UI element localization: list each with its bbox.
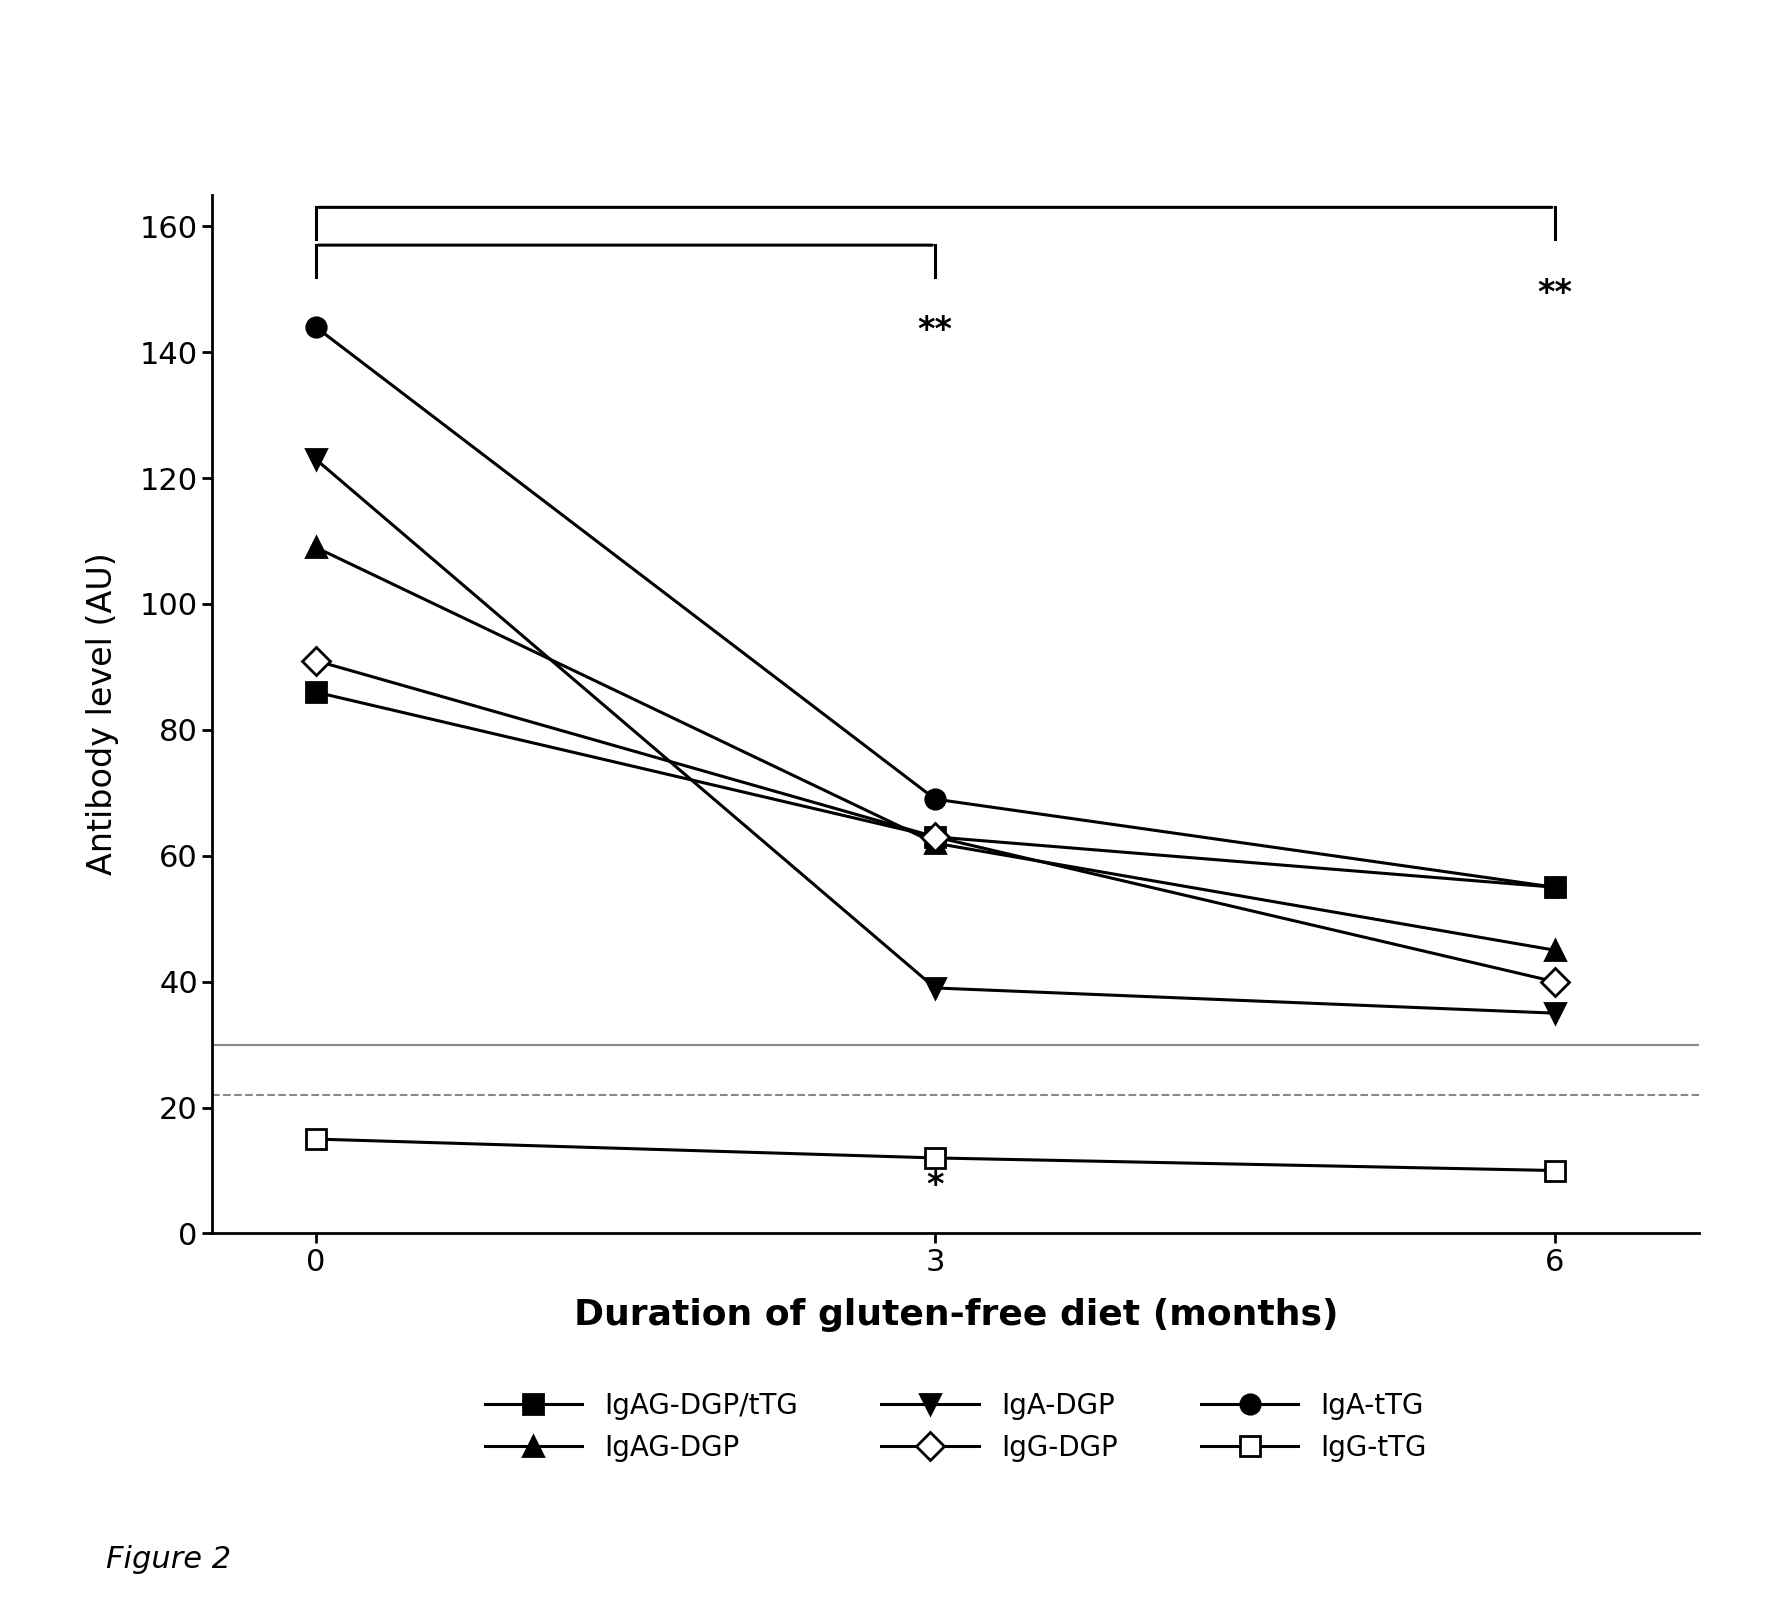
IgA-DGP [304,450,326,469]
IgAG-DGP/tTG [1543,878,1565,898]
IgAG-DGP [924,834,945,854]
IgAG-DGP [304,537,326,557]
IgG-tTG [924,1147,945,1167]
IgG-DGP [304,651,326,670]
IgG-DGP [1543,972,1565,992]
Line: IgG-tTG: IgG-tTG [306,1130,1565,1180]
Text: **: ** [917,315,952,347]
IgA-tTG [924,789,945,808]
Line: IgA-tTG: IgA-tTG [306,316,1565,898]
IgA-DGP [924,979,945,998]
Legend: IgAG-DGP/tTG, IgAG-DGP, IgA-DGP, IgG-DGP, IgA-tTG, IgG-tTG: IgAG-DGP/tTG, IgAG-DGP, IgA-DGP, IgG-DGP… [457,1365,1455,1490]
IgG-tTG [304,1130,326,1149]
IgA-tTG [1543,878,1565,898]
IgA-tTG [304,316,326,336]
Text: *: * [926,1169,943,1203]
IgAG-DGP/tTG [924,828,945,847]
Text: **: ** [1536,276,1572,310]
Line: IgG-DGP: IgG-DGP [306,651,1565,992]
Line: IgAG-DGP/tTG: IgAG-DGP/tTG [306,682,1565,898]
IgAG-DGP/tTG [304,682,326,701]
Line: IgAG-DGP: IgAG-DGP [306,537,1565,959]
X-axis label: Duration of gluten-free diet (months): Duration of gluten-free diet (months) [573,1298,1338,1332]
IgAG-DGP [1543,940,1565,959]
Y-axis label: Antibody level (AU): Antibody level (AU) [87,553,119,875]
IgG-tTG [1543,1160,1565,1180]
Line: IgA-DGP: IgA-DGP [306,450,1565,1022]
Text: Figure 2: Figure 2 [106,1545,232,1574]
IgA-DGP [1543,1003,1565,1022]
IgG-DGP [924,828,945,847]
